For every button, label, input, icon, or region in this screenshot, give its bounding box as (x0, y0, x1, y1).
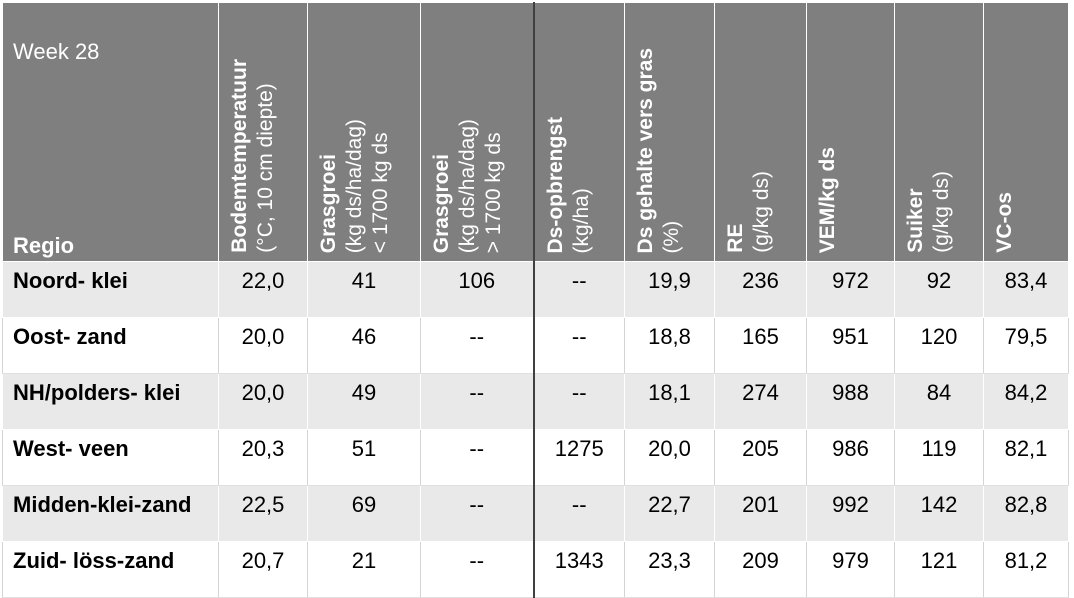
table-cell: -- (420, 429, 534, 486)
table-cell: 22,7 (624, 485, 715, 542)
table-cell: 69 (307, 485, 421, 542)
table-cell: 142 (894, 485, 984, 542)
table-cell: 49 (307, 373, 421, 430)
col-header-unit: (kg ds/ha/dag) (343, 118, 366, 253)
table-cell: 972 (806, 261, 895, 318)
table-cell: -- (532, 485, 625, 542)
table-cell: -- (420, 373, 534, 430)
table-cell: 20,7 (218, 541, 308, 598)
table-cell: 20,0 (218, 317, 308, 374)
region-cell: Zuid- löss-zand (2, 541, 219, 598)
col-header-condition: < 1700 kg ds (369, 132, 392, 253)
table-cell: 951 (806, 317, 895, 374)
col-header-vc-os: VC-os (983, 2, 1069, 262)
table-row: Zuid- löss-zand 20,7 21 -- 1343 23,3 209… (2, 541, 1069, 598)
table-cell: 119 (894, 429, 984, 486)
table-cell: 20,0 (218, 373, 308, 430)
table-cell: 46 (307, 317, 421, 374)
table-cell: -- (532, 261, 625, 318)
table-cell: 121 (894, 541, 984, 598)
col-header-title: Ds gehalte vers gras (634, 47, 657, 253)
table-cell: 19,9 (624, 261, 715, 318)
table-cell: 165 (714, 317, 807, 374)
col-header-suiker: Suiker (g/kg ds) (894, 2, 984, 262)
col-header-condition: > 1700 kg ds (482, 132, 505, 253)
table-cell: 82,8 (983, 485, 1069, 542)
table-cell: 106 (420, 261, 534, 318)
col-header-title: VEM/kg ds (816, 146, 839, 253)
table-cell: 209 (714, 541, 807, 598)
table-cell: 988 (806, 373, 895, 430)
table-cell: 84 (894, 373, 984, 430)
col-header-title: VC-os (993, 192, 1016, 253)
table-row: West- veen 20,3 51 -- 1275 20,0 205 986 … (2, 429, 1069, 486)
table-cell: 22,5 (218, 485, 308, 542)
table-cell: 274 (714, 373, 807, 430)
table-cell: 82,1 (983, 429, 1069, 486)
table-cell: 201 (714, 485, 807, 542)
table-cell: 92 (894, 261, 984, 318)
table-cell: 979 (806, 541, 895, 598)
col-header-ds-gehalte: Ds gehalte vers gras (%) (624, 2, 715, 262)
table-cell: 1275 (532, 429, 625, 486)
col-header-grasgroei-under: Grasgroei (kg ds/ha/dag) < 1700 kg ds (307, 2, 421, 262)
col-header-unit: (kg ds/ha/dag) (456, 118, 479, 253)
region-cell: Midden-klei-zand (2, 485, 219, 542)
col-header-ds-opbrengst: Ds-opbrengst (kg/ha) (532, 2, 625, 262)
table-cell: 992 (806, 485, 895, 542)
region-cell: Noord- klei (2, 261, 219, 318)
table-cell: 51 (307, 429, 421, 486)
table-cell: 986 (806, 429, 895, 486)
col-header-unit: (g/kg ds) (750, 171, 773, 253)
table-cell: 236 (714, 261, 807, 318)
corner-header-cell: Week 28 Regio (2, 2, 219, 262)
col-header-title: Grasgroei (317, 153, 340, 253)
col-header-vem: VEM/kg ds (806, 2, 895, 262)
table-cell: 18,1 (624, 373, 715, 430)
col-header-re: RE (g/kg ds) (714, 2, 807, 262)
header-row: Week 28 Regio Bodemtemperatuur (°C, 10 c… (2, 2, 1069, 262)
table-cell: -- (420, 317, 534, 374)
table-cell: 83,4 (983, 261, 1069, 318)
region-cell: West- veen (2, 429, 219, 486)
table-cell: 20,0 (624, 429, 715, 486)
table-cell: 18,8 (624, 317, 715, 374)
table-cell: -- (532, 373, 625, 430)
table-cell: -- (420, 541, 534, 598)
table-row: NH/polders- klei 20,0 49 -- -- 18,1 274 … (2, 373, 1069, 430)
col-header-unit: (g/kg ds) (930, 171, 953, 253)
col-header-title: RE (724, 223, 747, 253)
table-row: Oost- zand 20,0 46 -- -- 18,8 165 951 12… (2, 317, 1069, 374)
col-header-bodemtemperatuur: Bodemtemperatuur (°C, 10 cm diepte) (218, 2, 308, 262)
regio-column-header: Regio (13, 233, 75, 258)
col-header-title: Bodemtemperatuur (228, 59, 251, 253)
table-cell: 1343 (532, 541, 625, 598)
col-header-grasgroei-over: Grasgroei (kg ds/ha/dag) > 1700 kg ds (420, 2, 534, 262)
region-cell: Oost- zand (2, 317, 219, 374)
table-cell: 81,2 (983, 541, 1069, 598)
table-cell: 84,2 (983, 373, 1069, 430)
col-header-unit: (%) (660, 220, 683, 253)
table-cell: 79,5 (983, 317, 1069, 374)
table-cell: 22,0 (218, 261, 308, 318)
table-cell: 20,3 (218, 429, 308, 486)
week-label: Week 28 (13, 39, 100, 64)
table-cell: 23,3 (624, 541, 715, 598)
table-cell: 120 (894, 317, 984, 374)
col-header-unit: (kg/ha) (569, 187, 593, 253)
table-cell: -- (420, 485, 534, 542)
col-header-title: Ds-opbrengst (543, 116, 567, 254)
table-cell: -- (532, 317, 625, 374)
table-row: Midden-klei-zand 22,5 69 -- -- 22,7 201 … (2, 485, 1069, 542)
region-cell: NH/polders- klei (2, 373, 219, 430)
col-header-title: Grasgroei (430, 153, 453, 253)
table-row: Noord- klei 22,0 41 106 -- 19,9 236 972 … (2, 261, 1069, 318)
table-cell: 41 (307, 261, 421, 318)
table-cell: 205 (714, 429, 807, 486)
col-header-unit: (°C, 10 cm diepte) (254, 83, 277, 253)
col-header-title: Suiker (904, 188, 927, 253)
table-cell: 21 (307, 541, 421, 598)
